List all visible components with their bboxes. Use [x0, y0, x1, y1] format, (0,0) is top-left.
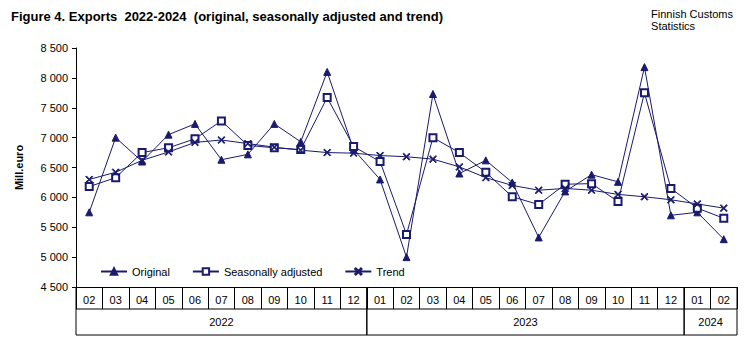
- svg-text:01: 01: [374, 294, 386, 306]
- svg-text:2022: 2022: [209, 316, 233, 328]
- svg-text:03: 03: [427, 294, 439, 306]
- svg-text:11: 11: [321, 294, 332, 306]
- svg-text:Trend: Trend: [376, 266, 404, 278]
- svg-text:06: 06: [506, 294, 518, 306]
- svg-text:06: 06: [189, 294, 201, 306]
- svg-text:8 500: 8 500: [40, 42, 68, 54]
- svg-text:Seasonally adjusted: Seasonally adjusted: [224, 266, 322, 278]
- svg-text:7 000: 7 000: [40, 132, 68, 144]
- svg-text:01: 01: [691, 294, 703, 306]
- svg-text:10: 10: [612, 294, 624, 306]
- svg-text:7 500: 7 500: [40, 102, 68, 114]
- svg-text:Statistics: Statistics: [651, 20, 696, 32]
- svg-text:09: 09: [268, 294, 280, 306]
- svg-text:5 000: 5 000: [40, 251, 68, 263]
- svg-text:07: 07: [533, 294, 545, 306]
- svg-text:02: 02: [83, 294, 95, 306]
- svg-text:03: 03: [110, 294, 122, 306]
- svg-text:Mill.euro: Mill.euro: [13, 145, 25, 191]
- svg-text:Finnish Customs: Finnish Customs: [651, 8, 733, 20]
- svg-text:04: 04: [453, 294, 465, 306]
- svg-text:08: 08: [242, 294, 254, 306]
- svg-text:05: 05: [162, 294, 174, 306]
- svg-text:12: 12: [665, 294, 677, 306]
- svg-text:07: 07: [215, 294, 227, 306]
- svg-text:09: 09: [585, 294, 597, 306]
- svg-text:6 500: 6 500: [40, 162, 68, 174]
- svg-text:02: 02: [400, 294, 412, 306]
- svg-text:4 500: 4 500: [40, 281, 68, 293]
- svg-text:12: 12: [347, 294, 359, 306]
- svg-text:05: 05: [480, 294, 492, 306]
- svg-text:02: 02: [718, 294, 730, 306]
- svg-text:11: 11: [639, 294, 650, 306]
- svg-text:Original: Original: [132, 266, 170, 278]
- svg-text:04: 04: [136, 294, 148, 306]
- svg-text:10: 10: [295, 294, 307, 306]
- svg-text:Figure 4. Exports 2022-2024: Figure 4. Exports 2022-2024 (original, s…: [11, 9, 443, 24]
- svg-text:08: 08: [559, 294, 571, 306]
- svg-text:2023: 2023: [513, 316, 537, 328]
- svg-text:5 500: 5 500: [40, 221, 68, 233]
- svg-text:8 000: 8 000: [40, 72, 68, 84]
- svg-text:2024: 2024: [698, 316, 722, 328]
- svg-text:6 000: 6 000: [40, 191, 68, 203]
